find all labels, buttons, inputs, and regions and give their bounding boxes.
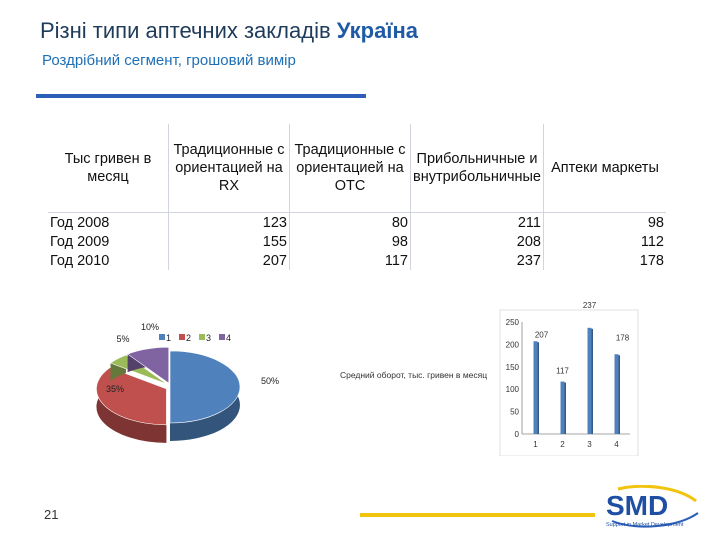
table-row: Год 2009 155 98 208 112 [48, 232, 666, 251]
smd-logo: SMD Support in Market Development [606, 485, 699, 528]
bar-shadow [537, 342, 539, 434]
table-cell: 98 [647, 214, 664, 231]
row-label: Год 2010 [48, 251, 169, 270]
table-row: Год 2008 123 80 211 98 [48, 212, 666, 232]
table-cell: 155 [168, 232, 290, 251]
bar-shadow [564, 382, 566, 434]
table-cell: 207 [168, 251, 290, 270]
y-tick-label: 0 [515, 430, 520, 439]
legend-label: 2 [186, 333, 191, 343]
table-row: Год 2010 207 117 237 178 [48, 251, 666, 270]
y-axis-title: Средний оборот, тыс. гривен в месяц [340, 370, 487, 380]
turnover-bar-chart: 0 50 100 150 200 250 Средний оборот, тыс. грив… [340, 301, 639, 456]
pie-slice [96, 367, 167, 426]
y-tick-label: 100 [506, 385, 520, 394]
y-tick-label: 50 [510, 408, 519, 417]
table-cell: 178 [639, 252, 664, 269]
bar-shadow [618, 355, 620, 434]
legend-label: 1 [166, 333, 171, 343]
legend-swatch [179, 334, 185, 340]
pie-slice [169, 350, 241, 424]
pie-slice [109, 354, 168, 385]
y-tick-label: 150 [506, 363, 520, 372]
x-tick-label: 4 [614, 440, 619, 449]
page-subtitle: Роздрібний сегмент, грошовий вимір [42, 52, 296, 69]
column-header: Прибольничные и внутрибольничные [410, 124, 544, 213]
legend-swatch [199, 334, 205, 340]
pie-legend: 1 2 3 4 [159, 333, 231, 343]
column-header: Аптеки маркеты [543, 124, 666, 213]
y-tick-label: 200 [506, 340, 520, 349]
bar [587, 327, 592, 434]
x-tick-label: 2 [560, 440, 565, 449]
svg-text:SMD: SMD [606, 490, 668, 521]
legend-swatch [219, 334, 225, 340]
table-cell: 237 [410, 251, 544, 270]
bar-data-label: 207 [535, 330, 549, 339]
title-text: Різні типи аптечних закладів [40, 18, 337, 43]
legend-swatch [159, 334, 165, 340]
column-header: Традиционные с ориентацией на RX [168, 124, 290, 213]
row-label: Год 2008 [48, 212, 169, 232]
x-tick-label: 3 [587, 440, 592, 449]
x-tick-label: 1 [533, 440, 538, 449]
bar [533, 341, 538, 434]
table-cell: 211 [410, 212, 544, 232]
y-tick-label: 250 [506, 318, 520, 327]
table-cell: 98 [289, 232, 411, 251]
legend-label: 4 [226, 333, 231, 343]
svg-text:Support in Market Development: Support in Market Development [606, 522, 684, 528]
table-header-row: Тыс гривен в месяц Традиционные с ориент… [48, 124, 666, 213]
bar-data-label: 237 [583, 301, 597, 310]
row-label: Год 2009 [48, 232, 169, 251]
table-cell: 208 [410, 232, 544, 251]
legend-label: 3 [206, 333, 211, 343]
page-number: 21 [44, 507, 59, 522]
table-corner-header: Тыс гривен в месяц [48, 124, 169, 213]
column-header: Традиционные с ориентацией на ОТС [289, 124, 411, 213]
pie-data-label: 5% [116, 334, 129, 344]
pharmacy-table: Тыс гривен в месяц Традиционные с ориент… [48, 124, 666, 270]
bar-plot-frame [499, 309, 639, 456]
footer-accent-line [360, 513, 595, 517]
pie-data-label: 35% [106, 384, 124, 394]
bar-data-label: 117 [556, 367, 569, 376]
share-pie-chart: 50% 35% 5% 10% 1 2 3 4 [96, 322, 279, 443]
pie-slice [126, 346, 170, 384]
title-underline [36, 94, 366, 98]
bar [560, 381, 565, 434]
bar [614, 354, 619, 434]
table-cell: 123 [168, 212, 290, 232]
pie-data-label: 50% [261, 376, 279, 386]
table-cell: 112 [640, 233, 664, 250]
title-country: Україна [336, 18, 419, 43]
table-cell: 80 [289, 212, 411, 232]
pie-slice-side [96, 367, 167, 443]
bar-shadow [591, 328, 593, 434]
bar-data-label: 178 [616, 333, 630, 342]
pie-slices [96, 346, 241, 443]
pie-data-label: 10% [141, 322, 159, 332]
table-cell: 117 [289, 251, 411, 270]
page-title: Різні типи аптечних закладів Україна [40, 18, 418, 44]
